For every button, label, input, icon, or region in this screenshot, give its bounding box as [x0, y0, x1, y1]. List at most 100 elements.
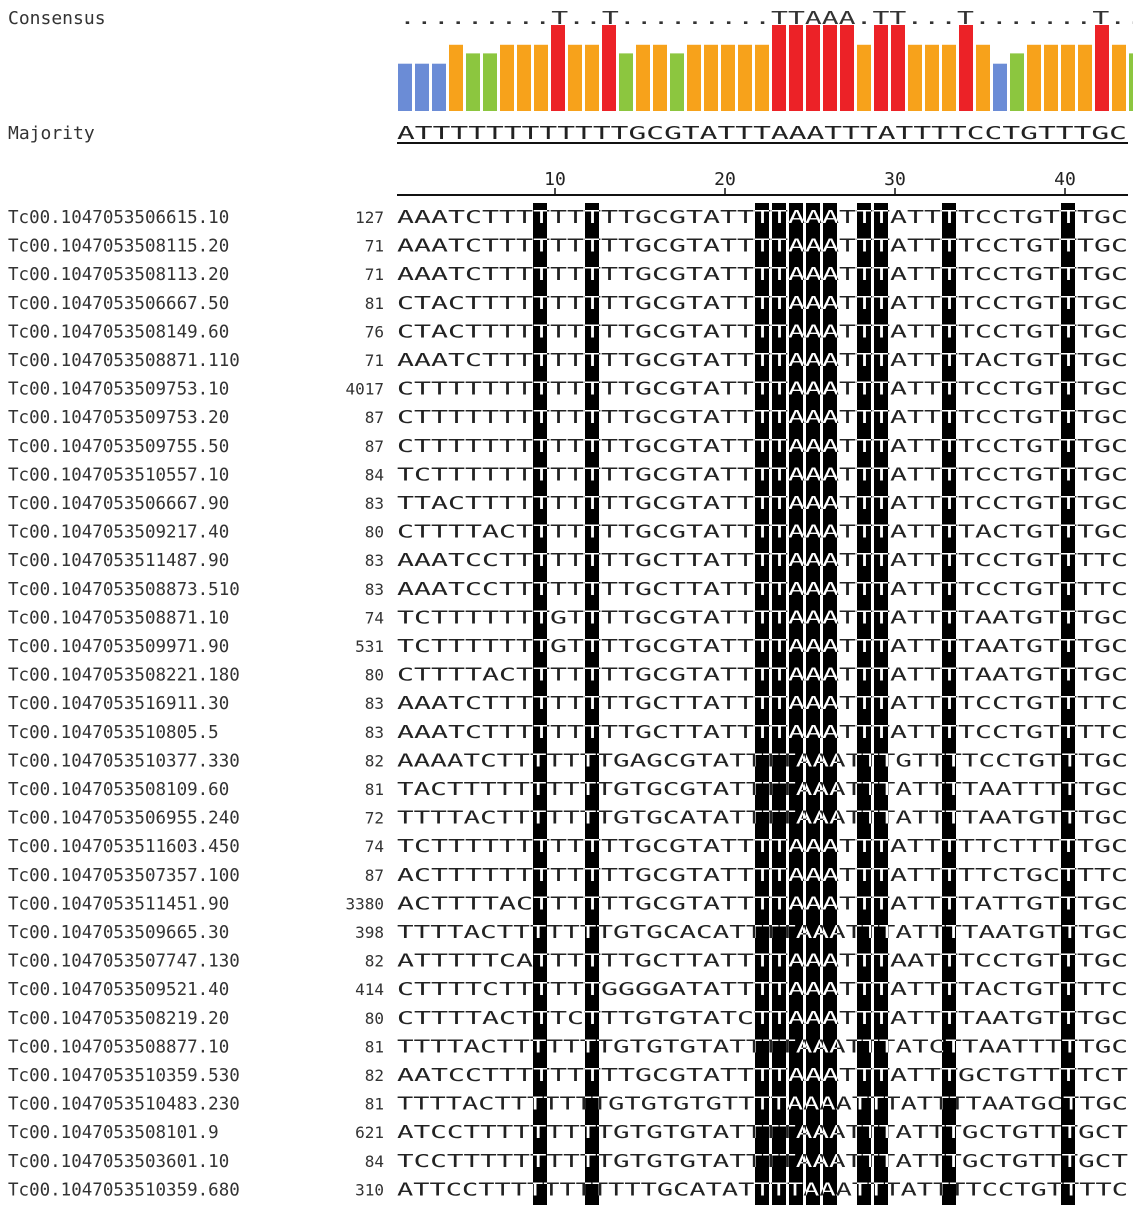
- consensus-bar: [466, 53, 480, 111]
- alignment-row: Tc00.1047053511603.450 74 TCTTTTTTTTTTTTGC…: [8, 836, 1128, 857]
- alignment-row: Tc00.1047053503601.10 84 TCCTTTTTTTTTTGTGT…: [8, 1151, 1128, 1172]
- consensus-bars: [398, 25, 1133, 111]
- consensus-bar: [874, 25, 888, 111]
- sequence-id: Tc00.1047053510805.5: [8, 723, 219, 743]
- consensus-bar: [398, 63, 412, 111]
- ruler-tick-label: 30: [884, 169, 906, 190]
- sequence-residues: CTTTTCTTTTTTGGGGATATTTTAAATTTATTTTACTGTT…: [397, 979, 1128, 1000]
- sequence-id: Tc00.1047053509217.40: [8, 523, 229, 543]
- sequence-start: 84: [365, 465, 384, 484]
- alignment-row: Tc00.1047053508873.510 83 AAATCCTTTTTTTTGC…: [8, 579, 1128, 600]
- sequence-residues: CTTTTTTTTTTTTTGCGTATTTTAAATTTATTTTCCTGTT…: [397, 407, 1128, 428]
- consensus-bar: [636, 44, 650, 111]
- sequence-start: 414: [355, 980, 384, 999]
- sequence-id: Tc00.1047053508873.510: [8, 580, 240, 600]
- shaded-column: [789, 203, 803, 1205]
- sequence-start: 83: [365, 723, 384, 742]
- consensus-bar: [925, 44, 939, 111]
- consensus-bar: [738, 44, 752, 111]
- sequence-residues: CTTTTACTTTTTTTGCGTATTTTAAATTTATTTTAATGTT…: [397, 665, 1128, 686]
- consensus-bar: [653, 44, 667, 111]
- alignment-row: Tc00.1047053509521.40 414 CTTTTCTTTTTTGGGG…: [8, 979, 1128, 1000]
- sequence-residues: CTTTTACTTTCTTTGTGTATCTTAAATTTATTTTAATGTT…: [397, 1008, 1128, 1029]
- sequence-start: 4017: [345, 380, 384, 399]
- sequence-id: Tc00.1047053510377.330: [8, 751, 240, 771]
- alignment-row: Tc00.1047053508221.180 80 CTTTTACTTTTTTTGC…: [8, 665, 1128, 686]
- sequence-start: 74: [365, 608, 384, 627]
- sequence-residues: CTTTTACTTTTTTTGCGTATTTTAAATTTATTTTACTGTT…: [397, 522, 1128, 543]
- sequence-id: Tc00.1047053503601.10: [8, 1152, 229, 1172]
- alignment-row: Tc00.1047053510483.230 81 TTTTACTTTTTTTGTG…: [8, 1094, 1128, 1115]
- consensus-bar: [1061, 44, 1075, 111]
- sequence-start: 81: [365, 780, 384, 799]
- sequence-id: Tc00.1047053511487.90: [8, 551, 229, 571]
- sequence-start: 72: [365, 809, 384, 828]
- alignment-row: Tc00.1047053508877.10 81 TTTTACTTTTTTTGTGT…: [8, 1036, 1128, 1057]
- sequence-residues: TTTTACTTTTTTTGTGCACATTTTAAATTTATTTTAATGT…: [397, 922, 1128, 943]
- consensus-bar: [619, 53, 633, 111]
- sequence-start: 76: [365, 322, 384, 341]
- sequence-id: Tc00.1047053511451.90: [8, 894, 229, 914]
- consensus-bar: [908, 44, 922, 111]
- consensus-bar: [1095, 25, 1109, 111]
- sequence-residues: TTTTACTTTTTTTGTGTGTATTTTAAATTTATCTTAATTT…: [397, 1036, 1128, 1057]
- sequence-start: 83: [365, 551, 384, 570]
- sequence-id: Tc00.1047053508115.20: [8, 237, 229, 257]
- consensus-sequence: .........T..T.........TTAAA.TT...T......…: [399, 8, 1133, 29]
- sequence-id: Tc00.1047053509753.10: [8, 380, 229, 400]
- sequence-residues: AAATCTTTTTTTTTGCTTATTTTAAATTTATTTTCCTGTT…: [397, 693, 1128, 714]
- sequence-residues: AAATCTTTTTTTTTGCTTATTTTAAATTTATTTTCCTGTT…: [397, 722, 1128, 743]
- majority-string: ATTTTTTTTTTTTGCGTATTTAAATTTATTTTCCTGTTTG…: [397, 123, 1127, 144]
- alignment-row: Tc00.1047053508109.60 81 TACTTTTTTTTTTGTGC…: [8, 779, 1128, 800]
- alignment-row: Tc00.1047053510359.680 310 ATTCCTTTTTTTTTT…: [8, 1179, 1128, 1200]
- sequence-residues: CTTTTTTTTTTTTTGCGTATTTTAAATTTATTTTCCTGTT…: [397, 436, 1128, 457]
- alignment-row: Tc00.1047053509665.30 398 TTTTACTTTTTTTGTG…: [8, 922, 1128, 943]
- sequence-start: 87: [365, 437, 384, 456]
- sequence-residues: AAATCTTTTTTTTTGCGTATTTTAAATTTATTTTCCTGTT…: [397, 264, 1128, 285]
- sequence-start: 82: [365, 952, 384, 971]
- sequence-residues: TCTTTTTTTGTTTTGCGTATTTTAAATTTATTTTAATGTT…: [397, 636, 1128, 657]
- sequence-start: 71: [365, 237, 384, 256]
- sequence-start: 81: [365, 294, 384, 313]
- shaded-column: [585, 203, 599, 1205]
- sequence-start: 87: [365, 408, 384, 427]
- consensus-bar: [1044, 44, 1058, 111]
- consensus-bar: [517, 44, 531, 111]
- sequence-id: Tc00.1047053507747.130: [8, 952, 240, 972]
- sequence-start: 80: [365, 1009, 384, 1028]
- consensus-bar: [789, 25, 803, 111]
- consensus-bar: [959, 25, 973, 111]
- consensus-bar: [1078, 44, 1092, 111]
- majority-sequence: ATTTTTTTTTTTTGCGTATTTAAATTTATTTTCCTGTTTG…: [397, 123, 1128, 144]
- sequence-id: Tc00.1047053509665.30: [8, 923, 229, 943]
- alignment-row: Tc00.1047053508871.110 71 AAATCTTTTTTTTTGC…: [8, 350, 1128, 371]
- ruler-tick-label: 10: [544, 169, 566, 190]
- sequence-start: 87: [365, 866, 384, 885]
- consensus-bar: [772, 25, 786, 111]
- sequence-id: Tc00.1047053508877.10: [8, 1037, 229, 1057]
- consensus-bar: [942, 44, 956, 111]
- sequence-start: 80: [365, 666, 384, 685]
- ruler-tick-label: 40: [1054, 169, 1076, 190]
- alignment-row: Tc00.1047053509971.90 531 TCTTTTTTTGTTTTGC…: [8, 636, 1128, 657]
- sequence-id: Tc00.1047053508219.20: [8, 1009, 229, 1029]
- sequence-id: Tc00.1047053508101.9: [8, 1123, 219, 1143]
- alignment-row: Tc00.1047053510377.330 82 AAAATCTTTTTTTGAG…: [8, 750, 1128, 771]
- sequence-residues: TCTTTTTTTTTTTTGCGTATTTTAAATTTATTTTCCTGTT…: [397, 464, 1128, 485]
- alignment-row: Tc00.1047053510557.10 84 TCTTTTTTTTTTTTGCG…: [8, 464, 1128, 485]
- sequence-residues: TCCTTTTTTTTTTGTGTGTATTTTAAATTTATTTGCTGTT…: [397, 1151, 1128, 1172]
- sequence-residues: AAATCCTTTTTTTTGCTTATTTTAAATTTATTTTCCTGTT…: [397, 579, 1128, 600]
- shaded-column: [1061, 203, 1075, 1205]
- alignment-row: Tc00.1047053508101.9 621 ATCCTTTTTTTTTGTGT…: [8, 1122, 1128, 1143]
- sequence-id: Tc00.1047053508149.60: [8, 322, 229, 342]
- sequence-id: Tc00.1047053516911.30: [8, 694, 229, 714]
- sequence-residues: AATCCTTTTTTTTTGCGTATTTTAAATTTATTTGCTGTTT…: [397, 1065, 1128, 1086]
- alignment-row: Tc00.1047053511451.90 3380 ACTTTTACTTTTTTG…: [8, 893, 1128, 914]
- sequence-residues: TTACTTTTTTTTTTGCGTATTTTAAATTTATTTTCCTGTT…: [397, 493, 1128, 514]
- sequence-residues: TCTTTTTTTGTTTTGCGTATTTTAAATTTATTTTAATGTT…: [397, 607, 1128, 628]
- sequence-start: 531: [355, 637, 384, 656]
- alignment-row: Tc00.1047053516911.30 83 AAATCTTTTTTTTTGCT…: [8, 693, 1128, 714]
- consensus-string: .........T..T.........TTAAA.TT...T......…: [399, 8, 1133, 29]
